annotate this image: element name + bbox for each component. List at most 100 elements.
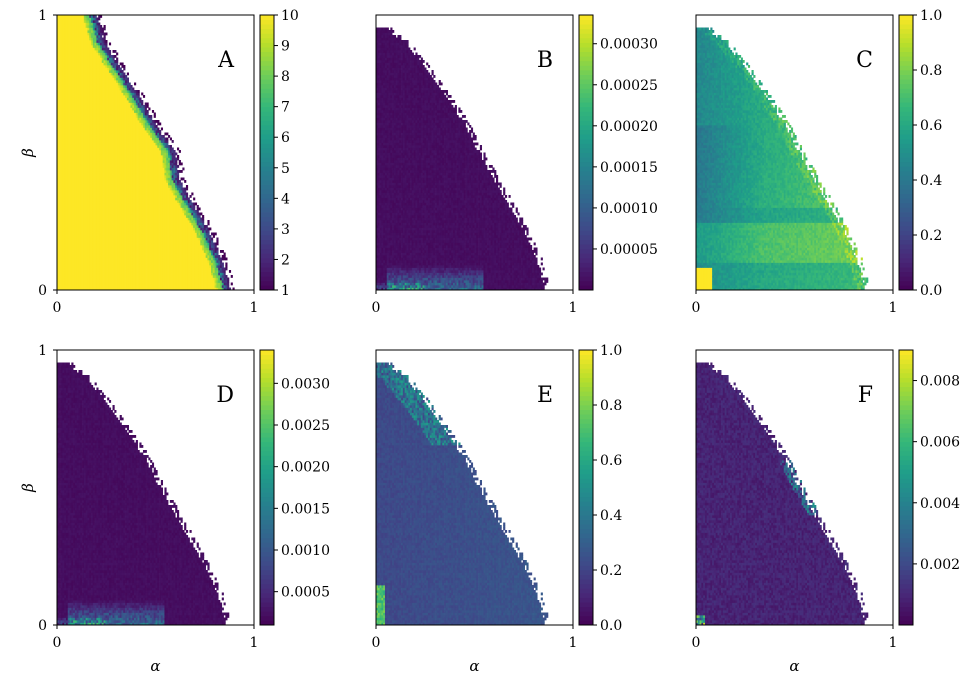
heatmap-cell — [62, 272, 65, 276]
heatmap-cell — [166, 232, 169, 236]
heatmap-cell — [121, 272, 124, 276]
heatmap-cell — [89, 262, 92, 266]
heatmap-cell — [132, 255, 135, 258]
heatmap-cell — [99, 275, 103, 278]
heatmap-cell — [134, 247, 137, 251]
heatmap-cell — [132, 275, 135, 278]
heatmap-cell — [166, 277, 169, 281]
heatmap-cell — [83, 287, 86, 291]
heatmap-cell — [69, 280, 72, 283]
heatmap-cell — [178, 240, 181, 243]
heatmap-cell — [182, 285, 185, 288]
heatmap-cell — [198, 207, 201, 211]
heatmap-cell — [171, 257, 174, 261]
heatmap-cell — [218, 280, 221, 283]
heatmap-cell — [110, 235, 113, 238]
heatmap-cell — [144, 285, 147, 288]
heatmap-cell — [159, 237, 162, 241]
heatmap-cell — [150, 230, 153, 233]
heatmap-cell — [96, 287, 99, 291]
heatmap-cell — [103, 272, 106, 276]
heatmap-cell — [169, 232, 172, 236]
heatmap-cell — [108, 252, 112, 256]
heatmap-cell — [146, 275, 149, 278]
heatmap-cell — [180, 185, 183, 188]
heatmap-cell — [151, 282, 155, 286]
heatmap-cell — [137, 227, 140, 231]
heatmap-cell — [173, 257, 176, 261]
heatmap-cell — [71, 252, 74, 256]
heatmap-cell — [232, 287, 235, 291]
heatmap-cell — [180, 247, 183, 251]
heatmap-cell — [98, 267, 101, 271]
heatmap-cell — [80, 257, 83, 261]
heatmap-cell — [214, 242, 217, 246]
heatmap-cell — [130, 250, 133, 253]
heatmap-cell — [184, 180, 187, 183]
heatmap-cell — [150, 242, 153, 246]
heatmap-cell — [99, 245, 103, 248]
heatmap-cell — [191, 265, 194, 268]
heatmap-cell — [142, 257, 146, 261]
heatmap-cell — [209, 252, 212, 256]
heatmap-cell — [191, 280, 194, 283]
heatmap-cell — [137, 237, 140, 241]
heatmap-cell — [85, 277, 88, 281]
heatmap-cell — [198, 215, 201, 218]
heatmap-cell — [134, 240, 137, 243]
heatmap-cell — [121, 247, 124, 251]
heatmap-cell — [103, 255, 106, 258]
heatmap-cell — [189, 195, 192, 198]
heatmap-cell — [116, 270, 119, 273]
heatmap-cell — [99, 227, 103, 231]
heatmap-cell — [74, 280, 78, 283]
heatmap-cell — [58, 280, 61, 283]
heatmap-cell — [108, 245, 112, 248]
heatmap-cell — [73, 230, 76, 233]
heatmap-cell — [164, 230, 167, 233]
heatmap-cell — [87, 277, 90, 281]
heatmap-cell — [221, 265, 224, 268]
heatmap-cell — [69, 255, 72, 258]
heatmap-cell — [101, 277, 104, 281]
heatmap-cell — [185, 237, 189, 241]
heatmap-cell — [146, 255, 149, 258]
heatmap-cell — [142, 255, 146, 258]
heatmap-cell — [91, 272, 94, 276]
heatmap-cell — [173, 262, 176, 266]
heatmap-cell — [83, 280, 86, 283]
heatmap-cell — [121, 275, 124, 278]
heatmap-cell — [180, 252, 183, 256]
heatmap-cell — [121, 232, 124, 236]
heatmap-cell — [221, 262, 224, 266]
heatmap-cell — [139, 245, 142, 248]
heatmap-cell — [116, 240, 119, 243]
heatmap-cell — [60, 260, 63, 263]
heatmap-cell — [76, 247, 79, 251]
heatmap-cell — [103, 247, 106, 251]
heatmap-cell — [185, 275, 189, 278]
heatmap-cell — [175, 230, 178, 233]
heatmap-cell — [157, 237, 160, 241]
heatmap-cell — [128, 285, 131, 288]
heatmap-cell — [153, 230, 156, 233]
heatmap-cell — [178, 267, 181, 271]
heatmap-cell — [87, 262, 90, 266]
heatmap-cell — [99, 242, 103, 246]
heatmap-cell — [130, 282, 133, 286]
heatmap-cell — [151, 232, 155, 236]
heatmap-cell — [105, 282, 108, 286]
heatmap-cell — [76, 245, 79, 248]
heatmap-cell — [99, 255, 103, 258]
heatmap-cell — [155, 287, 158, 291]
heatmap-cell — [107, 282, 110, 286]
heatmap-cell — [125, 235, 128, 238]
heatmap-cell — [65, 227, 69, 231]
heatmap-cell — [214, 287, 217, 291]
heatmap-cell — [168, 230, 171, 233]
heatmap-cell — [227, 282, 230, 286]
heatmap-cell — [150, 257, 153, 261]
heatmap-cell — [78, 237, 81, 241]
heatmap-cell — [203, 270, 206, 273]
heatmap-cell — [123, 227, 126, 231]
